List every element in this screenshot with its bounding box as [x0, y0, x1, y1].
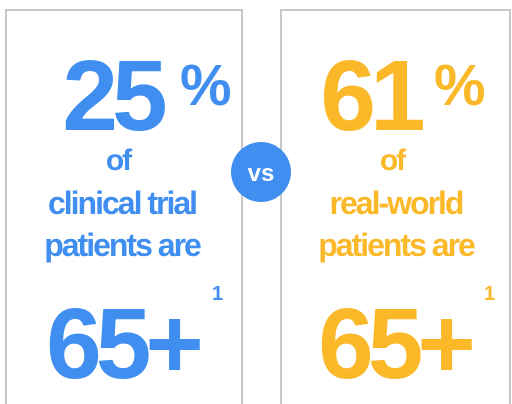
- connector: of: [380, 144, 407, 177]
- vs-badge: [231, 142, 291, 202]
- description: patients are: [44, 227, 201, 263]
- age: 65+: [46, 288, 200, 400]
- age: 65+: [318, 288, 472, 400]
- footnote: 1: [212, 283, 223, 305]
- description: real-world: [330, 185, 463, 221]
- description: patients are: [318, 227, 475, 263]
- big-number: 61: [320, 40, 423, 152]
- connector: of: [106, 144, 133, 177]
- big-number: 25: [62, 40, 165, 152]
- vs-label: vs: [248, 160, 275, 187]
- description: clinical trial: [48, 185, 196, 221]
- unit: %: [180, 53, 231, 118]
- panel-frame: [5, 9, 243, 404]
- footnote: 1: [484, 283, 495, 305]
- panel-right: 61 % of real-world patients are 65+ 1: [318, 40, 497, 400]
- panel-left: 25 % of clinical trial patients are 65+ …: [44, 40, 233, 400]
- unit: %: [434, 53, 485, 118]
- panel-frame: [280, 9, 511, 404]
